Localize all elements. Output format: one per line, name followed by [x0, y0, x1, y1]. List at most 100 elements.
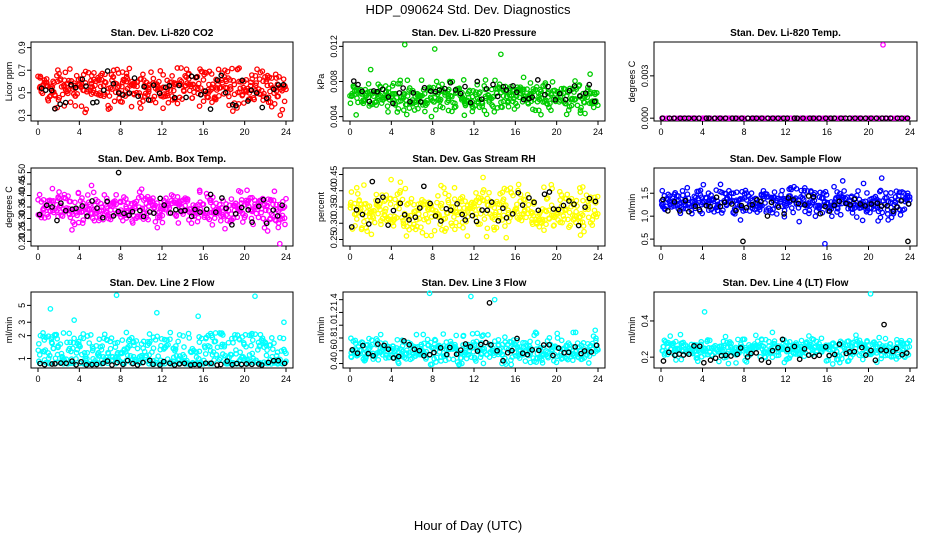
y-tick-label: 0.4 [640, 315, 650, 328]
data-point [904, 115, 911, 122]
data-point [175, 338, 181, 345]
data-point [181, 360, 188, 367]
y-tick-label: 3 [17, 320, 27, 325]
x-tick-label: 8 [430, 374, 435, 384]
data-point [385, 108, 391, 115]
data-point [67, 99, 74, 106]
data-point [200, 201, 206, 207]
data-point [582, 204, 588, 210]
y-tick-label: 1.0 [640, 210, 650, 223]
x-tick-label: 8 [118, 252, 123, 262]
data-point [420, 183, 427, 190]
data-point [57, 360, 64, 366]
data-point [134, 79, 141, 86]
x-tick-label: 8 [741, 374, 746, 384]
data-point [878, 355, 885, 362]
data-point [785, 195, 792, 201]
data-point [182, 207, 188, 214]
data-point [92, 82, 98, 89]
data-point [223, 205, 229, 212]
data-point [253, 80, 260, 86]
data-point [722, 115, 729, 122]
data-point [733, 360, 739, 366]
data-point [500, 205, 506, 212]
data-point [200, 77, 207, 83]
data-point [369, 178, 376, 185]
y-tick-label: 0.35 [329, 198, 339, 216]
x-tick-label: 12 [780, 127, 790, 137]
data-point [166, 204, 173, 211]
data-point [752, 332, 759, 339]
data-point [196, 348, 203, 355]
data-point [839, 178, 846, 184]
data-point [104, 358, 111, 364]
data-point [445, 97, 452, 104]
data-point [717, 181, 724, 188]
data-point [74, 91, 81, 97]
data-point [390, 355, 397, 361]
data-point [500, 196, 507, 203]
data-point [477, 341, 484, 348]
data-point [801, 185, 808, 191]
data-point [252, 72, 259, 79]
data-point [836, 198, 843, 205]
x-tick-label: 20 [552, 252, 562, 262]
data-point [816, 204, 822, 211]
y-tick-label: 2 [17, 333, 27, 338]
data-point [775, 352, 782, 359]
data-point [703, 115, 710, 122]
data-point [491, 204, 498, 211]
data-point [491, 108, 498, 115]
data-point [480, 174, 486, 181]
data-point [218, 72, 225, 79]
data-point [84, 349, 91, 356]
data-point [550, 352, 556, 359]
data-point [469, 330, 476, 337]
data-point [855, 188, 861, 194]
data-point [197, 209, 203, 215]
data-point [107, 345, 114, 352]
data-point [49, 361, 55, 367]
data-point [66, 330, 73, 337]
data-point [824, 199, 831, 206]
y-tick-label: 0.30 [329, 214, 339, 232]
data-point [524, 86, 530, 92]
data-point [836, 341, 843, 347]
data-point [829, 361, 836, 367]
data-point [36, 211, 43, 218]
data-point [99, 214, 106, 221]
data-point [768, 199, 775, 206]
data-point [905, 238, 911, 245]
data-point [400, 220, 407, 227]
data-point [807, 341, 814, 348]
data-point [592, 198, 599, 205]
data-point [677, 210, 684, 217]
data-point [39, 90, 46, 97]
data-point [353, 216, 360, 222]
x-tick-label: 4 [389, 252, 394, 262]
data-point [894, 204, 900, 211]
data-point [279, 202, 285, 209]
y-axis-label: ml/min [316, 317, 326, 344]
data-point [700, 181, 707, 188]
data-point [158, 203, 165, 209]
data-point [202, 360, 209, 367]
data-point [271, 340, 277, 346]
data-point [817, 210, 824, 217]
data-point [581, 99, 588, 106]
data-point [71, 335, 77, 342]
data-point [798, 337, 805, 344]
series-overlay [660, 321, 910, 366]
data-point [442, 92, 448, 98]
data-point [379, 86, 386, 93]
data-point [371, 208, 377, 214]
data-point [126, 212, 132, 219]
data-point [183, 66, 190, 73]
x-tick-label: 20 [863, 252, 873, 262]
data-point [593, 90, 600, 96]
data-point [586, 195, 593, 202]
data-point [196, 103, 203, 110]
data-point [387, 201, 394, 207]
data-point [388, 176, 394, 183]
data-point [594, 211, 601, 217]
